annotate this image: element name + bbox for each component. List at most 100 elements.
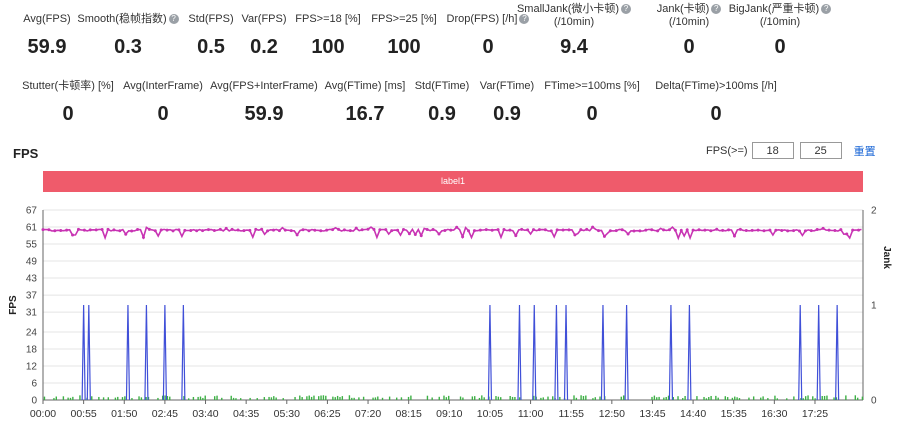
jank-spike	[798, 304, 803, 401]
fps-point	[579, 228, 583, 232]
label-bar[interactable]: label1	[43, 171, 863, 192]
stat-value: 0.9	[493, 103, 521, 125]
y-tick-label: 18	[26, 344, 38, 355]
fps-point	[555, 228, 559, 232]
y-tick-label: 61	[26, 223, 38, 234]
help-icon[interactable]: ?	[519, 14, 530, 25]
fps-point	[697, 228, 701, 232]
stat-label: Var(FTime)	[437, 80, 577, 93]
fps-point	[336, 227, 340, 231]
jank-spike	[668, 304, 674, 401]
jank-spike	[687, 304, 692, 401]
fps-point	[667, 228, 671, 232]
fps-point	[360, 228, 364, 232]
fps-point	[461, 235, 465, 239]
stat-label: FPS>=25 [%]	[334, 13, 474, 26]
fps-threshold-2-input[interactable]	[799, 142, 842, 159]
fps-point	[189, 228, 193, 232]
fps-point	[443, 229, 447, 233]
fps-point	[88, 228, 92, 232]
fps-point	[153, 229, 157, 233]
jank-spike	[144, 304, 149, 401]
stat-label-unit: (/10min)	[553, 16, 595, 28]
fps-point	[53, 229, 57, 233]
stat-label: SmallJank(微小卡顿)?	[504, 3, 644, 16]
fps-point	[431, 227, 435, 231]
fps-point	[703, 228, 707, 232]
x-tick-label: 03:40	[192, 408, 218, 420]
stat-label-text: FPS>=18 [%]	[295, 13, 361, 25]
fps-point	[620, 228, 624, 232]
fps-point	[425, 227, 429, 231]
fps-point	[118, 229, 122, 233]
stat-label: Avg(FPS)	[0, 13, 117, 26]
fps-point	[319, 229, 323, 233]
stat-label: Std(FTime)	[372, 80, 512, 93]
stat-value: 0	[157, 103, 169, 125]
x-tick-label: 11:55	[558, 408, 584, 420]
reset-button[interactable]: 重置	[853, 145, 876, 158]
jank-spike	[600, 304, 606, 401]
fps-point	[537, 228, 541, 232]
fps-point	[585, 227, 589, 231]
stat-label-text: Avg(FPS)	[23, 13, 71, 25]
y-tick-label: 24	[26, 327, 38, 338]
fps-point	[402, 227, 406, 231]
fps-point	[295, 233, 299, 237]
fps-point	[738, 227, 742, 231]
fps-point	[573, 233, 577, 237]
fps-point	[47, 228, 51, 232]
fps-threshold-1-input[interactable]	[751, 142, 794, 159]
help-icon[interactable]: ?	[621, 4, 632, 15]
fps-point	[833, 228, 837, 232]
fps-point	[484, 228, 488, 232]
fps-point	[845, 232, 849, 236]
stat-label-text: Avg(FPS+InterFrame)	[210, 80, 318, 92]
stat-value: 59.9	[27, 36, 67, 58]
fps-point	[679, 228, 683, 232]
stat-label: FTime>=100ms [%]	[522, 80, 662, 93]
stat-label-text: Avg(InterFrame)	[123, 80, 203, 92]
stat-value: 0.3	[114, 36, 142, 58]
x-tick-label: 09:10	[436, 408, 462, 420]
fps-point	[283, 228, 287, 232]
stat-value: 0	[482, 36, 494, 58]
fps-point	[626, 232, 630, 236]
fps-point	[384, 228, 388, 232]
help-icon[interactable]: ?	[821, 4, 832, 15]
x-tick-label: 08:15	[396, 408, 422, 420]
stat-value: 0.9	[428, 103, 456, 125]
stat-label-text: Stutter(卡顿率) [%]	[22, 80, 114, 92]
fps-point	[289, 229, 293, 233]
fps-series-line	[43, 225, 862, 241]
help-icon[interactable]: ?	[711, 4, 722, 15]
fps-point	[632, 229, 636, 233]
fps-point	[673, 228, 677, 232]
fps-point	[65, 228, 69, 232]
fps-point	[277, 229, 281, 233]
stat-label: Avg(FTime) [ms]	[295, 80, 435, 93]
stat-row2-7: Delta(FTime)>100ms [/h] 0	[646, 80, 786, 126]
fps-point	[792, 229, 796, 233]
y-tick-label: 67	[26, 206, 38, 217]
fps-point	[254, 227, 258, 231]
fps-point	[543, 228, 547, 232]
fps-point	[709, 229, 713, 233]
jank-spike	[563, 304, 569, 401]
fps-point	[561, 228, 565, 232]
stat-row1-4: FPS>=18 [%] 100	[258, 13, 398, 59]
fps-point	[774, 228, 778, 232]
fps-point	[372, 227, 376, 231]
y2-tick-label: 0	[871, 396, 877, 407]
x-tick-label: 04:35	[233, 408, 259, 420]
x-tick-label: 05:30	[274, 408, 300, 420]
fps-point	[478, 228, 482, 232]
help-icon[interactable]: ?	[168, 14, 179, 25]
fps-point	[390, 229, 394, 233]
jank-spike	[554, 304, 559, 401]
stat-value: 100	[387, 36, 421, 58]
fps-point	[71, 233, 75, 237]
fps-point	[549, 229, 553, 233]
jank-spike	[162, 304, 167, 401]
